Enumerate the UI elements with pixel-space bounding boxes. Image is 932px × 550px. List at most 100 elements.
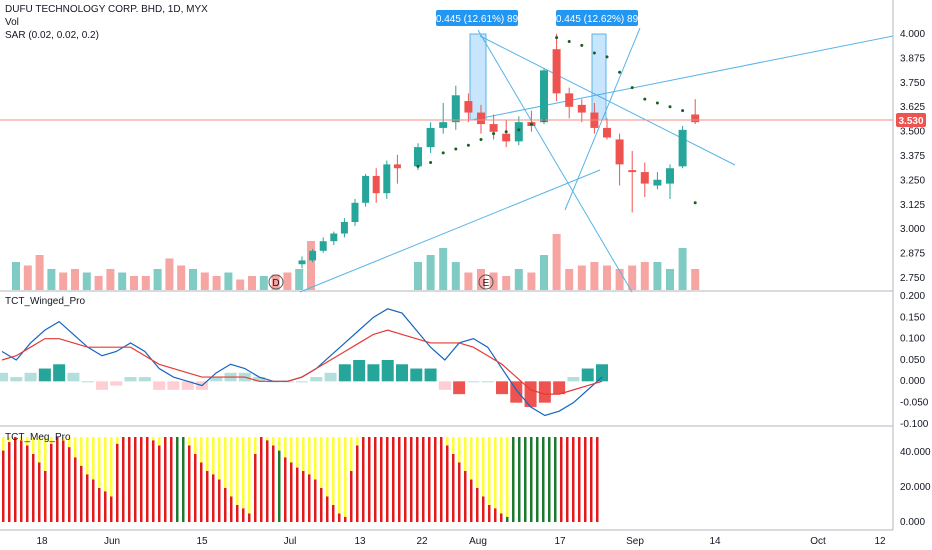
volume-bar [271, 274, 280, 290]
volume-bar [130, 276, 138, 290]
volume-bar [565, 269, 574, 290]
candle-body [362, 175, 370, 203]
meg-bar [218, 479, 221, 522]
volume-bar [477, 269, 485, 290]
meg-bar [170, 437, 173, 522]
volume-bar [678, 248, 687, 290]
candle-body [464, 101, 473, 113]
histogram-bar [324, 372, 337, 382]
meg-bar [314, 479, 317, 522]
meg-bar [554, 437, 557, 522]
volume-bar [23, 265, 32, 290]
candle-body [426, 127, 435, 148]
candle-body [552, 49, 561, 94]
meg-bar [146, 437, 149, 522]
meg-bg-bar [98, 437, 101, 522]
meg-bar [128, 437, 131, 522]
meg-bar [374, 437, 377, 522]
meg-bar [398, 437, 401, 522]
volume-bar [283, 272, 292, 290]
marker-d-circle[interactable] [268, 274, 284, 290]
meg-bg-bar [506, 437, 509, 522]
sar-dot [555, 36, 559, 40]
meg-bar [212, 474, 215, 522]
price-tick: 3.375 [900, 151, 925, 162]
time-tick: Jul [284, 536, 297, 547]
volume-bar [141, 276, 150, 290]
meg-bar [182, 437, 185, 522]
histogram-bar [396, 364, 408, 382]
meg-bar [530, 437, 533, 522]
candle-body [309, 250, 317, 261]
meg-bar [380, 437, 383, 522]
volume-bar [59, 272, 68, 290]
meg-bar [74, 457, 77, 522]
candle-body [514, 122, 523, 142]
meg-bar [110, 496, 113, 522]
price-tick: 4.000 [900, 29, 925, 40]
vol-label: Vol [5, 17, 19, 28]
sar-dot [630, 86, 634, 90]
meg-bg-bar [320, 437, 323, 522]
meg-bar [560, 437, 563, 522]
volume-bar [653, 262, 662, 290]
callout-2-box[interactable] [556, 10, 638, 26]
candle-body [666, 168, 674, 184]
sar-dot [429, 160, 433, 164]
volume-bar [439, 248, 448, 290]
histogram-bar [453, 381, 466, 395]
marker-e-circle[interactable] [478, 274, 494, 290]
histogram-bar [581, 368, 594, 382]
meg-bar [98, 488, 101, 522]
histogram-bar [124, 377, 137, 382]
volume-bar [224, 272, 233, 290]
callout-1-box[interactable] [436, 10, 518, 26]
price-tick: 3.250 [900, 175, 925, 186]
meg-bar [518, 437, 521, 522]
meg-bar [38, 462, 41, 522]
volume-bar [259, 276, 268, 290]
sar-dot [567, 40, 571, 44]
meg-bar [140, 437, 143, 522]
slow-line [1, 329, 603, 395]
meg-bar [254, 454, 257, 522]
volume-bar [12, 262, 20, 290]
volume-bar [414, 262, 422, 290]
volume-bar [666, 269, 674, 290]
time-tick: 15 [196, 536, 208, 547]
meg-bar [506, 516, 509, 522]
meg-bar [56, 437, 59, 522]
candle-body [383, 164, 391, 194]
sar-dot [466, 143, 470, 147]
sar-dot [492, 132, 496, 136]
meg-bar [284, 457, 287, 522]
meg-bar [32, 454, 35, 522]
volume-bar [35, 255, 44, 290]
volume-bar [47, 269, 56, 290]
meg-bar [512, 437, 515, 522]
volume-bar [451, 262, 460, 290]
meg-bg-bar [482, 437, 485, 522]
histogram-bar [96, 381, 108, 390]
meg-bar [446, 445, 449, 522]
volume-bar [82, 272, 91, 290]
meg-bg-bar [248, 437, 251, 522]
meg-bar [260, 437, 263, 522]
meg-bar [176, 437, 179, 522]
volume-bar [640, 262, 649, 290]
meg-bar [476, 488, 479, 522]
volume-bar [615, 269, 624, 290]
meg-bg-bar [224, 437, 227, 522]
meg-bar [338, 513, 341, 522]
time-tick: Aug [469, 536, 487, 547]
candle-body [298, 260, 306, 265]
winged-tick: 0.200 [900, 291, 925, 302]
meg-bar [578, 437, 581, 522]
histogram-bar [10, 377, 23, 382]
sar-dot [479, 137, 483, 141]
meg-bar [104, 491, 107, 522]
meg-bar [464, 471, 467, 522]
histogram-bar [153, 381, 166, 390]
volume-bars [12, 234, 700, 290]
